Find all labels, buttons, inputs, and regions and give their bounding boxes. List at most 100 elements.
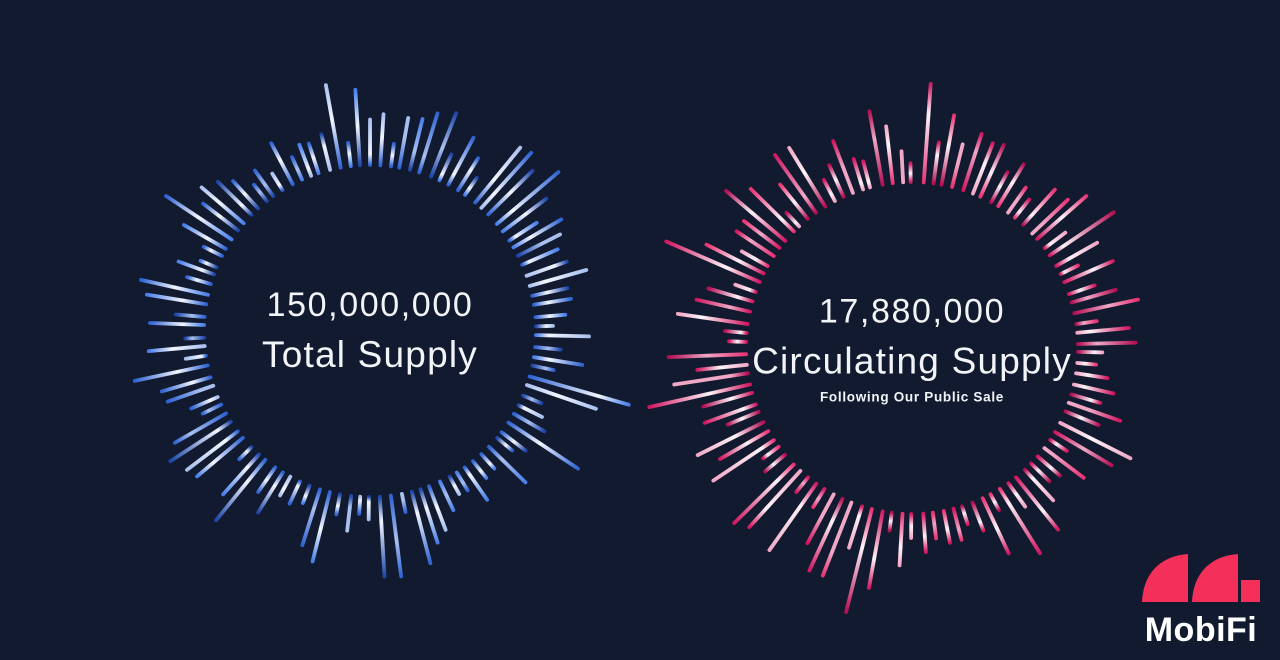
supply-bar (921, 511, 928, 554)
supply-bar (827, 163, 846, 199)
supply-bar (511, 217, 564, 250)
supply-bar (500, 196, 549, 234)
supply-bar (201, 201, 240, 233)
supply-bar (950, 142, 965, 189)
supply-bar (951, 506, 964, 542)
supply-bar (524, 259, 569, 278)
supply-bar (884, 124, 895, 186)
supply-bar (389, 141, 396, 169)
supply-bar (702, 402, 758, 425)
supply-bar (323, 83, 343, 170)
supply-bar (530, 363, 556, 372)
supply-bar (463, 175, 479, 197)
supply-bar (724, 189, 788, 243)
supply-bar (334, 492, 342, 517)
supply-bar (767, 481, 819, 553)
mobifi-logo-text: MobiFi (1144, 611, 1258, 649)
supply-bar (971, 141, 995, 196)
mobifi-logo: MobiFi (1142, 554, 1260, 647)
circulating-supply-label: Circulating Supply (752, 340, 1072, 382)
supply-bar (675, 311, 750, 326)
supply-bar (807, 496, 845, 573)
supply-bar (353, 87, 362, 168)
supply-bar (1058, 420, 1133, 461)
supply-bar (773, 153, 818, 215)
supply-bar (408, 117, 425, 172)
supply-bar (1048, 437, 1069, 453)
supply-bar (527, 374, 631, 407)
supply-bar (844, 507, 874, 614)
supply-bar (861, 159, 872, 190)
supply-bar (438, 479, 456, 513)
supply-bar (695, 420, 766, 458)
supply-bar (185, 275, 213, 286)
supply-bar (723, 329, 749, 335)
supply-bar (1063, 409, 1101, 427)
supply-bar (400, 492, 408, 514)
supply-bar (532, 355, 585, 367)
supply-bar (446, 135, 476, 187)
supply-bar (319, 132, 333, 172)
logo-fin-right (1192, 554, 1238, 602)
supply-bar (447, 474, 462, 496)
supply-bar (741, 219, 782, 250)
supply-bar (437, 152, 454, 183)
supply-bar (306, 141, 321, 176)
supply-bar (516, 403, 544, 419)
supply-bar (1072, 297, 1140, 316)
supply-bar (867, 109, 885, 187)
supply-bar (996, 162, 1026, 209)
supply-bar (287, 479, 302, 506)
supply-bar (172, 411, 228, 445)
supply-bar (290, 155, 304, 182)
supply-bar (473, 145, 523, 205)
supply-bar (1012, 197, 1031, 220)
supply-bar (718, 429, 771, 461)
supply-bar (252, 182, 269, 203)
supply-bar (429, 111, 459, 179)
supply-bar (666, 352, 749, 359)
supply-bar (185, 429, 240, 472)
supply-bar (454, 470, 470, 493)
supply-bar (960, 504, 970, 527)
supply-bar (747, 468, 803, 530)
total-supply-label: Total Supply (262, 333, 478, 375)
supply-bar (1075, 326, 1131, 335)
supply-bar (695, 362, 749, 372)
supply-bar (479, 150, 534, 210)
supply-bar (479, 452, 497, 471)
supply-bar (761, 444, 781, 461)
supply-bar (1053, 430, 1114, 468)
supply-bar (805, 492, 836, 546)
supply-bar (978, 143, 1006, 199)
supply-bar (506, 420, 580, 471)
supply-bar (711, 438, 776, 483)
supply-bar (527, 268, 589, 288)
supply-bar (887, 510, 894, 533)
supply-bar (521, 393, 544, 406)
circulating-supply-ring (647, 81, 1140, 614)
supply-bar (921, 81, 933, 185)
supply-bar (198, 258, 219, 270)
supply-bar (269, 141, 295, 186)
supply-bar (732, 462, 796, 525)
circulating-supply-sublabel: Following Our Public Sale (819, 389, 1004, 405)
supply-bar (139, 277, 210, 297)
supply-bar (278, 474, 293, 498)
supply-bar (297, 142, 314, 178)
supply-bar (165, 383, 216, 404)
supply-bar (1074, 319, 1099, 327)
supply-bar (1042, 446, 1086, 480)
supply-bar (195, 435, 245, 479)
supply-bar (389, 493, 404, 579)
supply-bar (1042, 230, 1068, 251)
supply-bar (418, 487, 440, 545)
supply-bar (182, 223, 228, 251)
supply-bar (1075, 361, 1099, 367)
supply-bar (534, 333, 591, 339)
supply-bar (899, 149, 906, 185)
circulating-supply-value: 17,880,000 (818, 292, 1006, 331)
supply-bar (672, 371, 750, 387)
supply-bar (494, 170, 561, 226)
